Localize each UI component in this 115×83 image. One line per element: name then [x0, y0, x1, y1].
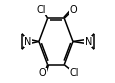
- Text: N: N: [24, 37, 31, 46]
- Text: O: O: [69, 5, 76, 15]
- Text: Cl: Cl: [36, 5, 46, 15]
- Text: N: N: [84, 37, 91, 46]
- Text: Cl: Cl: [69, 68, 79, 78]
- Text: O: O: [39, 68, 46, 78]
